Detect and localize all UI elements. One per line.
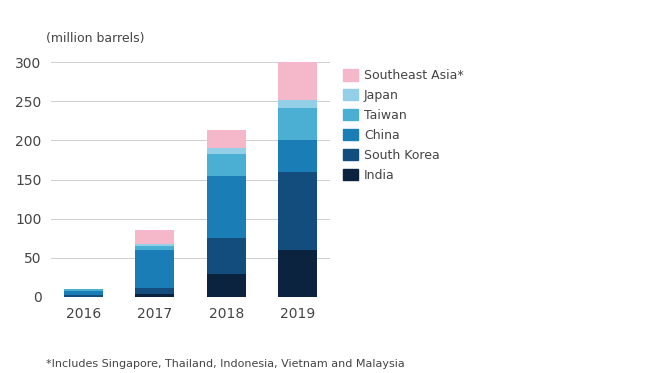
- Bar: [135, 244, 174, 246]
- Text: *Includes Singapore, Thailand, Indonesia, Vietnam and Malaysia: *Includes Singapore, Thailand, Indonesia…: [46, 359, 405, 369]
- Legend: Southeast Asia*, Japan, Taiwan, China, South Korea, India: Southeast Asia*, Japan, Taiwan, China, S…: [339, 66, 468, 185]
- Text: (million barrels): (million barrels): [45, 32, 144, 45]
- Bar: [135, 231, 174, 244]
- Bar: [206, 130, 246, 148]
- Bar: [64, 295, 103, 297]
- Bar: [206, 273, 246, 297]
- Bar: [206, 154, 246, 176]
- Bar: [206, 238, 246, 273]
- Bar: [135, 288, 174, 294]
- Bar: [206, 148, 246, 154]
- Bar: [64, 289, 103, 291]
- Bar: [278, 100, 317, 108]
- Bar: [278, 108, 317, 141]
- Bar: [135, 246, 174, 250]
- Bar: [64, 291, 103, 295]
- Bar: [278, 250, 317, 297]
- Bar: [278, 62, 317, 100]
- Bar: [278, 141, 317, 172]
- Bar: [206, 176, 246, 238]
- Bar: [278, 172, 317, 250]
- Bar: [135, 294, 174, 297]
- Bar: [135, 250, 174, 288]
